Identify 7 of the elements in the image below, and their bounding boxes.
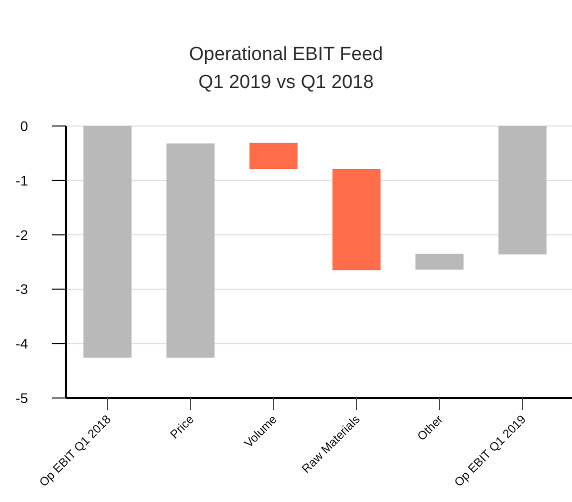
y-tick-label: -2 <box>16 226 28 243</box>
y-tick-label: 0 <box>20 118 28 134</box>
chart-title: Operational EBIT Feed Q1 2019 vs Q1 2018 <box>189 44 383 93</box>
y-tick-label: -4 <box>16 336 28 352</box>
y-tick-label: -3 <box>16 281 28 298</box>
y-tick-label: -5 <box>16 390 28 406</box>
y-tick-label: -1 <box>16 172 28 188</box>
